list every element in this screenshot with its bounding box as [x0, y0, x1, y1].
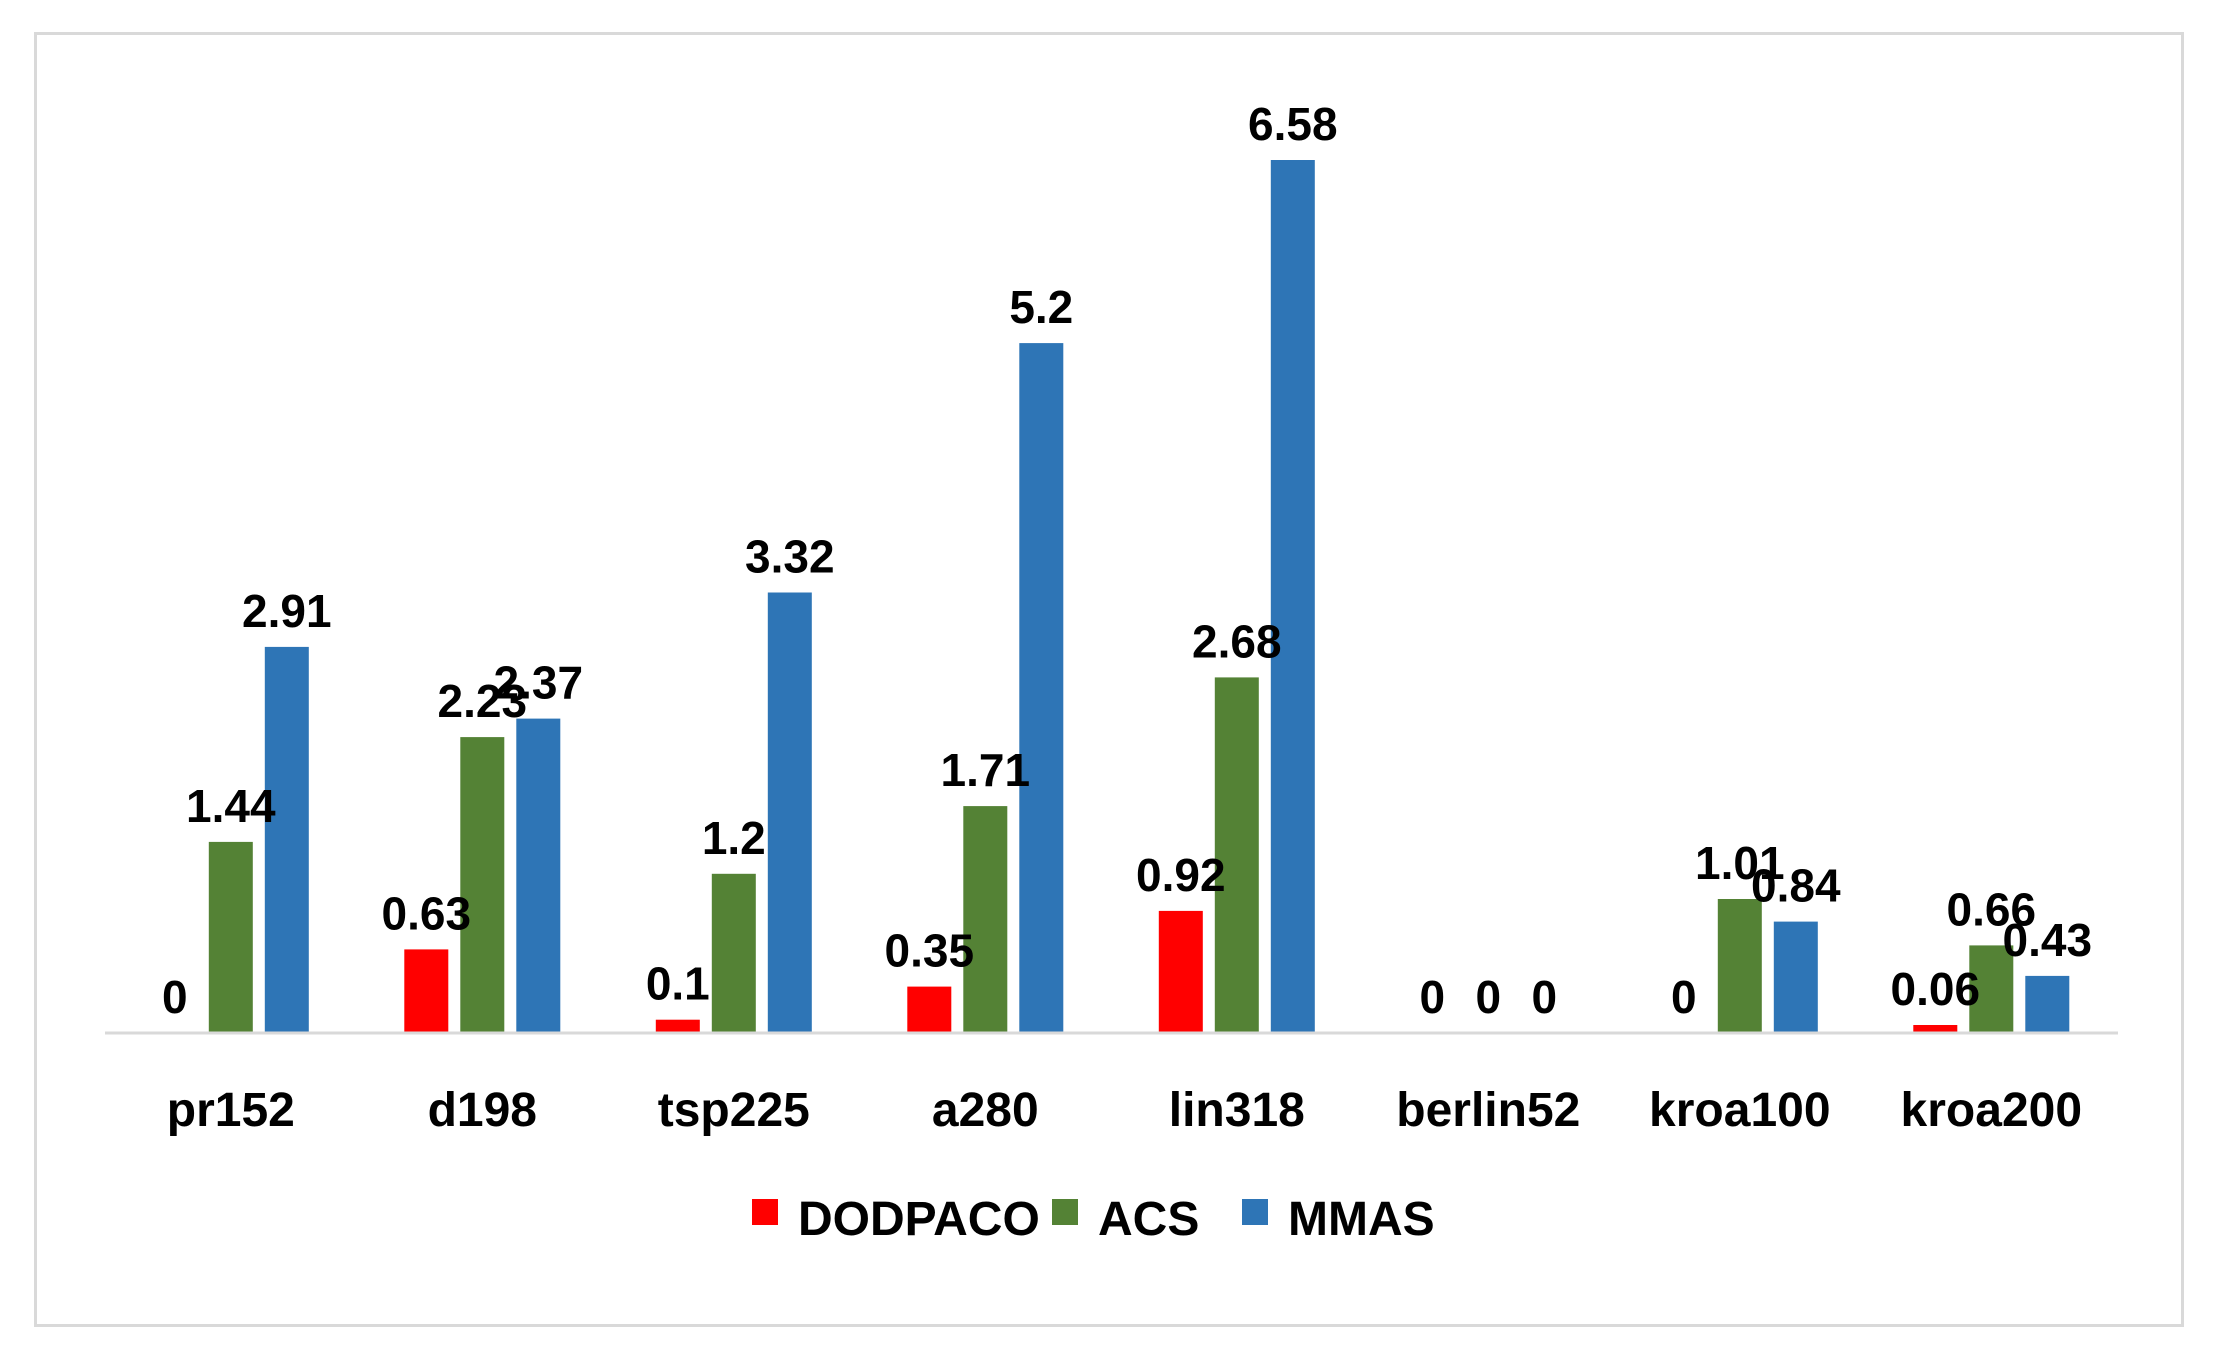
- x-tick-label-kroa100: kroa100: [1649, 1084, 1830, 1137]
- legend-swatch-mmas: [1242, 1199, 1268, 1225]
- bar-dodpaco-lin318: [1158, 910, 1203, 1033]
- bar-mmas-d198: [516, 718, 561, 1033]
- x-tick-label-berlin52: berlin52: [1396, 1084, 1580, 1137]
- value-label-acs-d198: 2.23: [438, 675, 528, 727]
- value-label-acs-tsp225: 1.2: [702, 812, 766, 864]
- value-label-mmas-lin318: 6.58: [1248, 98, 1338, 150]
- value-label-mmas-d198: 2.37: [494, 657, 584, 709]
- bar-dodpaco-a280: [907, 986, 952, 1033]
- value-label-mmas-tsp225: 3.32: [745, 531, 835, 583]
- value-label-mmas-berlin52: 0: [1532, 971, 1558, 1023]
- x-tick-label-tsp225: tsp225: [658, 1084, 810, 1137]
- bar-acs-a280: [963, 806, 1008, 1033]
- chart-frame: [34, 32, 2184, 1327]
- value-label-acs-kroa100: 1.01: [1695, 837, 1785, 889]
- bar-mmas-tsp225: [767, 592, 812, 1033]
- legend-label-dodpaco: DODPACO: [798, 1193, 1040, 1246]
- x-tick-label-pr152: pr152: [167, 1084, 295, 1137]
- legend-swatch-dodpaco: [752, 1199, 778, 1225]
- value-label-acs-berlin52: 0: [1476, 971, 1502, 1023]
- x-tick-label-kroa200: kroa200: [1901, 1084, 2082, 1137]
- bar-dodpaco-tsp225: [655, 1019, 700, 1033]
- bar-acs-pr152: [208, 841, 253, 1033]
- value-label-mmas-kroa200: 0.43: [2003, 914, 2093, 966]
- legend-label-acs: ACS: [1098, 1193, 1199, 1246]
- value-label-dodpaco-lin318: 0.92: [1136, 849, 1226, 901]
- value-label-acs-pr152: 1.44: [186, 780, 276, 832]
- value-label-acs-a280: 1.71: [941, 744, 1031, 796]
- value-label-dodpaco-kroa200: 0.06: [1891, 963, 1981, 1015]
- bar-acs-kroa200: [1969, 945, 2014, 1033]
- legend-swatch-acs: [1052, 1199, 1078, 1225]
- value-label-dodpaco-tsp225: 0.1: [646, 958, 710, 1010]
- bar-mmas-pr152: [264, 646, 309, 1033]
- value-label-dodpaco-a280: 0.35: [885, 925, 975, 977]
- value-label-acs-kroa200: 0.66: [1947, 883, 2037, 935]
- bar-mmas-lin318: [1270, 160, 1315, 1033]
- value-label-mmas-a280: 5.2: [1009, 281, 1073, 333]
- value-label-mmas-kroa100: 0.84: [1751, 860, 1841, 912]
- x-tick-label-a280: a280: [932, 1084, 1039, 1137]
- bar-acs-kroa100: [1717, 899, 1762, 1033]
- legend: DODPACO ACS MMAS: [752, 1193, 1435, 1246]
- value-label-dodpaco-d198: 0.63: [382, 887, 472, 939]
- value-label-mmas-pr152: 2.91: [242, 585, 332, 637]
- bar-acs-tsp225: [711, 873, 756, 1033]
- value-label-dodpaco-kroa100: 0: [1671, 971, 1697, 1023]
- bar-dodpaco-kroa200: [1913, 1025, 1958, 1033]
- x-tick-labels: pr152 d198 tsp225 a280 lin318 berlin52 kroa100…: [167, 1084, 2082, 1137]
- value-label-acs-lin318: 2.68: [1192, 615, 1282, 667]
- bars-layer: [208, 160, 2070, 1034]
- bar-mmas-kroa200: [2025, 975, 2070, 1033]
- bar-acs-d198: [460, 737, 505, 1033]
- labels-layer: 0 1.44 2.91 0.63 2.232.37 0.1 1.2 3.32 0.35 1.71 5…: [162, 98, 2092, 1023]
- value-label-dodpaco-pr152: 0: [162, 971, 188, 1023]
- x-tick-label-d198: d198: [428, 1084, 537, 1137]
- bar-mmas-a280: [1019, 343, 1064, 1034]
- value-label-dodpaco-berlin52: 0: [1420, 971, 1446, 1023]
- bar-mmas-kroa100: [1773, 921, 1818, 1033]
- x-tick-label-lin318: lin318: [1169, 1084, 1305, 1137]
- bar-acs-lin318: [1214, 677, 1259, 1033]
- legend-label-mmas: MMAS: [1288, 1193, 1435, 1246]
- bar-dodpaco-d198: [404, 949, 449, 1033]
